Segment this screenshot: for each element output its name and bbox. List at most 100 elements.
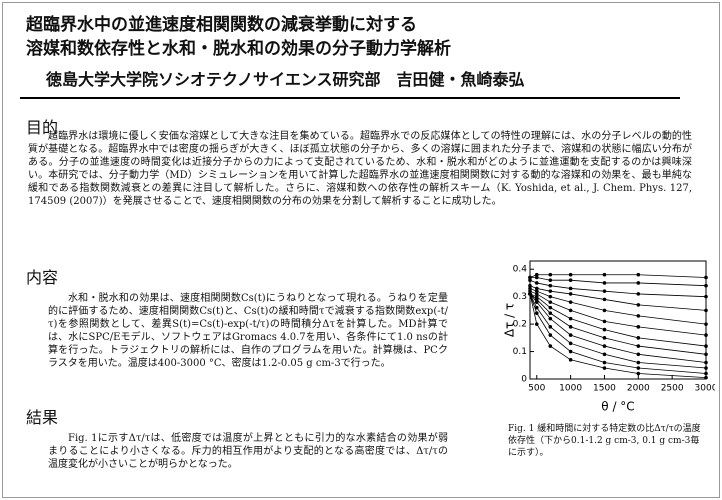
series-point (636, 352, 641, 357)
series-point (568, 300, 573, 304)
series-point (568, 341, 573, 346)
series-line (529, 293, 707, 374)
series-point (602, 308, 607, 313)
figure-caption: Fig. 1 緩和時間に対する特定数の比Δτ/τの温度依存性（下から0.1-1.… (508, 424, 701, 458)
series-point (534, 286, 539, 291)
series-point (568, 308, 573, 313)
y-tick-label: 0.3 (513, 292, 527, 302)
series-point (534, 322, 539, 326)
series-point (602, 319, 607, 324)
section-heading: 内容 (26, 268, 59, 287)
series-point (548, 272, 553, 277)
series-point (704, 333, 708, 337)
authors: 徳島大学大学院ソシオテクノサイエンス研究部 吉田健・魚崎泰弘 (46, 70, 525, 89)
series-point (704, 352, 708, 357)
series-point (704, 366, 708, 370)
series-point (704, 283, 708, 288)
section-heading: 結果 (26, 408, 59, 427)
series-point (636, 360, 641, 365)
x-tick-label: 1500 (593, 384, 616, 394)
series-point (534, 311, 539, 315)
series-point (534, 275, 539, 280)
series-point (528, 289, 532, 293)
series-point (704, 344, 708, 348)
x-tick-label: 2500 (661, 384, 684, 394)
y-axis-label: Δτ / τ (503, 303, 517, 337)
x-axis-label: θ / °C (601, 400, 634, 414)
series-point (636, 325, 641, 329)
series-point (636, 314, 641, 318)
plot-frame (529, 260, 707, 380)
series-point (534, 300, 539, 304)
series-point (636, 281, 641, 285)
series-point (528, 292, 532, 296)
series-point (636, 366, 641, 370)
x-tick-label: 3000 (695, 384, 715, 394)
y-tick-label: 0.2 (513, 320, 527, 330)
series-point (548, 325, 553, 329)
series-point (548, 294, 553, 299)
series-point (548, 278, 553, 283)
series-point (704, 322, 708, 326)
series-point (704, 375, 708, 380)
y-tick-label: 0 (521, 375, 527, 385)
series-point (568, 286, 573, 291)
series-point (704, 275, 708, 280)
title-rule (20, 97, 680, 99)
series-line (529, 288, 707, 325)
series-point (534, 294, 539, 299)
series-point (568, 272, 573, 277)
series-point (636, 292, 641, 296)
series-point (602, 360, 607, 365)
y-tick-label: 0.4 (513, 265, 528, 275)
series-point (548, 305, 553, 310)
series-point (568, 325, 573, 329)
series-point (568, 349, 573, 354)
series-line (530, 277, 707, 287)
series-point (548, 344, 553, 348)
series-point (704, 308, 708, 313)
series-point (568, 316, 573, 321)
series-point (528, 275, 532, 280)
title-line: 超臨界水中の並進速度相関関数の減衰挙動に対する (26, 15, 417, 35)
section-text: Fig. 1に示すΔτ/τは、低密度では温度が上昇とともに引力的な水素結合の効果… (48, 433, 448, 470)
series-point (602, 281, 607, 285)
series-point (636, 272, 641, 277)
series-line (529, 290, 707, 336)
series-point (602, 366, 607, 370)
x-tick-label: 1000 (559, 384, 582, 394)
y-tick-label: 0.1 (513, 347, 527, 357)
series-point (636, 344, 641, 348)
x-tick-label: 2000 (627, 384, 650, 394)
series-point (548, 316, 553, 321)
title-line: 溶媒和数依存性と水和・脱水和の効果の分子動力学解析 (26, 39, 451, 59)
section-text: 水和・脱水和の効果は、速度相関関数Cs(t)にうねりとなって現れる。うねりを定量… (48, 293, 448, 369)
series-point (568, 357, 573, 362)
series-point (602, 297, 607, 302)
figure-chart: 0 0.1 0.2 0.3 0.4 500 1000 1500 2000 2500 3000 θ / … (503, 260, 715, 414)
x-tick-label: 500 (528, 384, 545, 394)
series-point (534, 297, 539, 302)
series-point (528, 278, 532, 283)
series-point (568, 278, 573, 283)
series-point (568, 292, 573, 296)
series-point (636, 336, 641, 340)
series-point (534, 289, 539, 293)
series-point (534, 305, 539, 310)
series-point (534, 281, 539, 285)
series-point (704, 294, 708, 299)
series-point (534, 292, 539, 296)
series-point (528, 283, 532, 288)
series-point (534, 272, 539, 277)
series-point (528, 286, 532, 291)
series-point (548, 283, 553, 288)
series-point (636, 371, 641, 376)
series-point (548, 311, 553, 315)
series-point (602, 327, 607, 332)
series-point (568, 333, 573, 337)
series-point (602, 289, 607, 293)
series-line (529, 274, 707, 278)
series-point (636, 303, 641, 307)
